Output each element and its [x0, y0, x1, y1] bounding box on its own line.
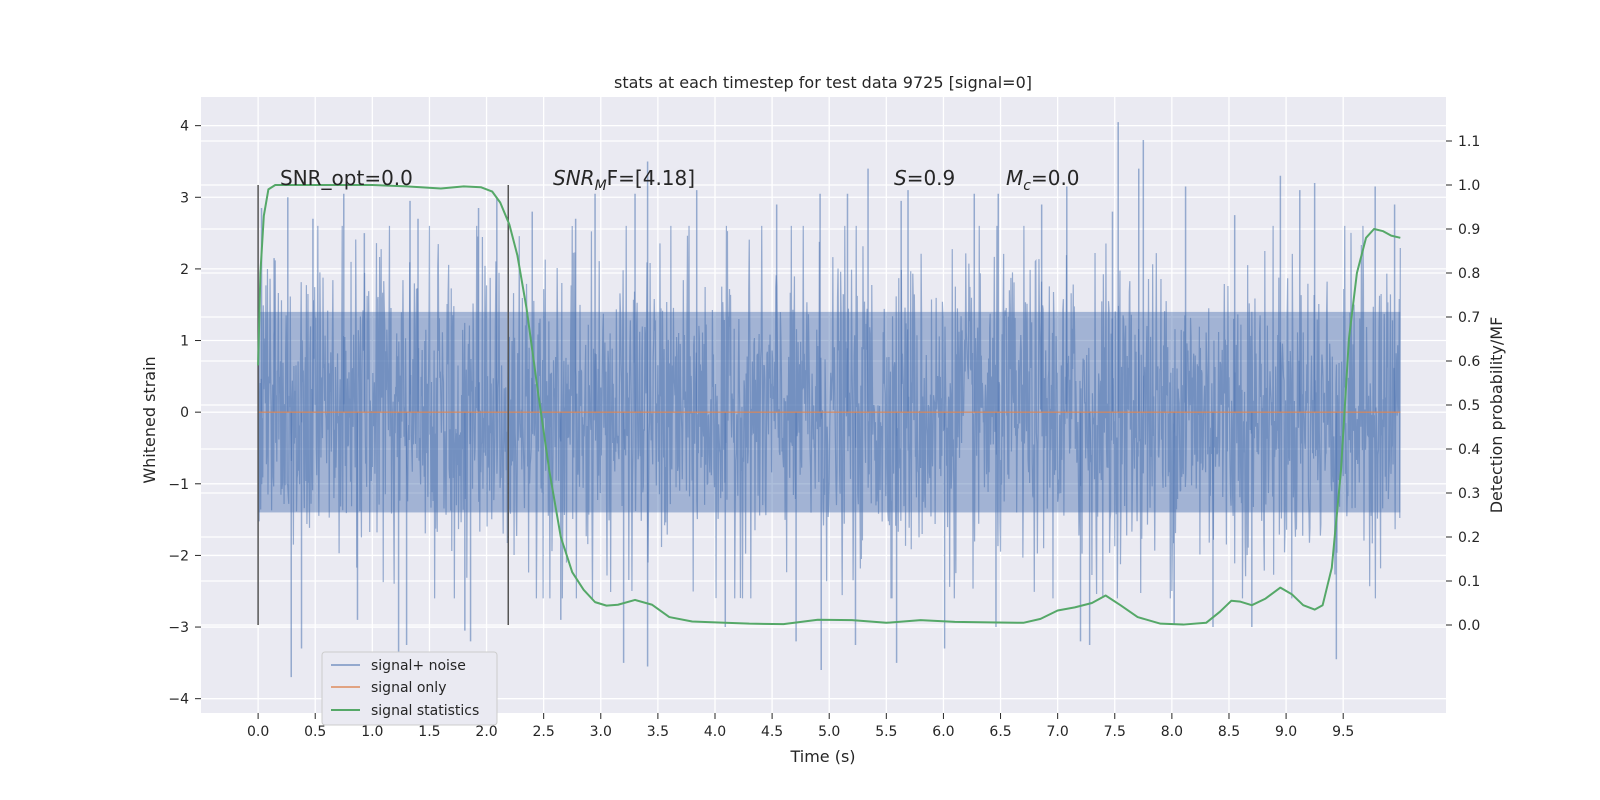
legend-box: [321, 651, 498, 726]
series-signal-statistics: [257, 184, 1401, 626]
x-tick-label: 7.5: [1104, 724, 1126, 740]
y-tick-label-right: 1.1: [1458, 134, 1480, 150]
y-tick-label-right: 0.4: [1458, 442, 1480, 458]
x-tick-label: 5.0: [818, 724, 840, 740]
annotation-snr-opt: SNR_opt=0.0: [280, 166, 413, 190]
legend: signal+ noise signal only signal statist…: [321, 651, 498, 726]
annotation-mc-var: M: [1006, 166, 1023, 190]
annotation-snr-mf-rest: F=[4.18]: [607, 166, 695, 190]
x-tick-label: 6.0: [932, 724, 954, 740]
y-tick-label-left: 4: [180, 119, 189, 135]
y-tick-label-right: 1.0: [1458, 178, 1480, 194]
x-tick-label: 1.5: [418, 724, 440, 740]
annotation-s-var: S: [894, 166, 907, 190]
x-tick-label: 1.0: [361, 724, 383, 740]
legend-label-signal-statistics: signal statistics: [371, 703, 479, 719]
x-tick-label: 0.0: [247, 724, 269, 740]
y-tick-label-right: 0.5: [1458, 398, 1480, 414]
x-tick-label: 7.0: [1047, 724, 1069, 740]
annotation-snr-mf: SNRMF=[4.18]: [553, 166, 695, 194]
x-tick-label: 0.5: [304, 724, 326, 740]
x-tick-label: 3.0: [590, 724, 612, 740]
y-tick-label-right: 0.8: [1458, 266, 1480, 282]
y-tick-label-left: 2: [180, 262, 189, 278]
x-tick-label: 8.5: [1218, 724, 1240, 740]
annotation-s: S=0.9: [894, 166, 955, 190]
x-tick-label: 9.0: [1275, 724, 1297, 740]
annotation-snr-mf-sub: M: [595, 178, 607, 194]
y-tick-label-right: 0.6: [1458, 354, 1480, 370]
y-axis-label-right: Detection probability/MF: [1487, 317, 1506, 514]
annotation-mc: Mc=0.0: [1006, 166, 1080, 194]
noise-trace: [257, 225, 1401, 599]
annotation-mc-sub: c: [1023, 178, 1031, 194]
y-tick-label-left: −2: [168, 548, 189, 564]
y-tick-label-right: 0.2: [1458, 530, 1480, 546]
y-tick-label-right: 0.7: [1458, 310, 1480, 326]
annotation-s-rest: =0.9: [907, 166, 956, 190]
annotation-snr-mf-main: SNR: [553, 166, 595, 190]
x-tick-label: 4.0: [704, 724, 726, 740]
x-tick-label: 2.5: [533, 724, 555, 740]
x-tick-label: 8.0: [1161, 724, 1183, 740]
y-tick-label-left: −3: [168, 620, 189, 636]
annotation-mc-rest: =0.0: [1031, 166, 1080, 190]
signal-statistics-curve: [257, 184, 1401, 626]
x-tick-label: 2.0: [475, 724, 497, 740]
x-tick-label: 6.5: [989, 724, 1011, 740]
y-tick-label-left: 1: [180, 334, 189, 350]
x-tick-label: 3.5: [647, 724, 669, 740]
y-tick-label-right: 0.0: [1458, 618, 1480, 634]
x-tick-label: 5.5: [875, 724, 897, 740]
x-axis-label: Time (s): [789, 747, 855, 766]
legend-label-signal-noise: signal+ noise: [371, 658, 466, 674]
y-tick-label-left: 3: [180, 190, 189, 206]
y-tick-label-right: 0.3: [1458, 486, 1480, 502]
y-tick-label-left: −4: [168, 692, 189, 708]
legend-label-signal-only: signal only: [371, 680, 446, 696]
y-tick-label-right: 0.1: [1458, 574, 1480, 590]
y-tick-label-left: −1: [168, 477, 189, 493]
x-tick-label: 9.5: [1332, 724, 1354, 740]
y-tick-label-left: 0: [180, 405, 189, 421]
x-tick-label: 4.5: [761, 724, 783, 740]
chart-title: stats at each timestep for test data 972…: [614, 73, 1032, 92]
y-axis-label-left: Whitened strain: [140, 356, 159, 483]
y-tick-label-right: 0.9: [1458, 222, 1480, 238]
